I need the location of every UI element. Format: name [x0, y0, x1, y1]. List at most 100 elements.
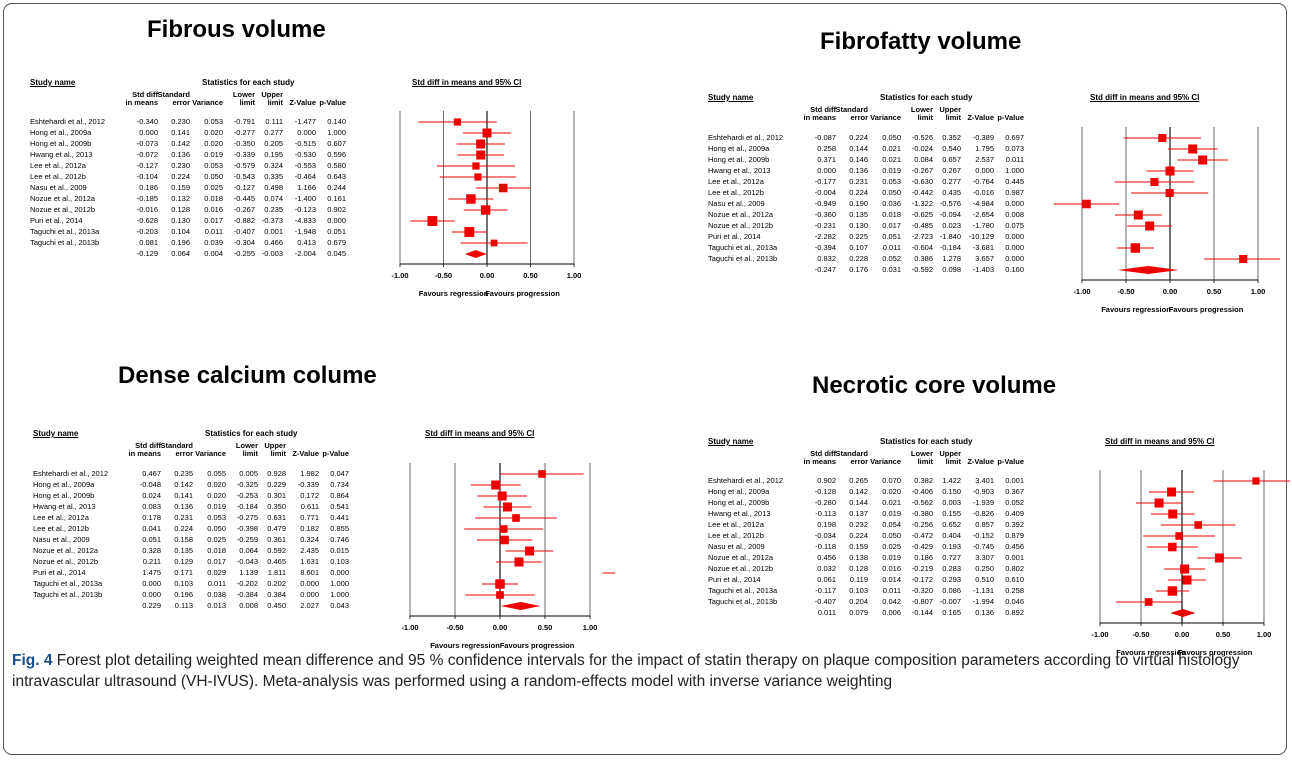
stat-cell: -0.445: [233, 194, 255, 203]
stat-cell: 0.144: [849, 144, 868, 153]
stat-cell: 0.019: [882, 553, 901, 562]
effect-marker: [1194, 521, 1203, 529]
stat-cell: 0.098: [942, 265, 961, 274]
stat-cell: 0.864: [330, 491, 349, 500]
stat-cell: -0.247: [814, 265, 836, 274]
stat-cell: 0.103: [849, 586, 868, 595]
plot-header: Std diff in means and 95% CI: [412, 78, 522, 87]
forest-plot: -1.00 -0.50 0.00 0.50 1.00 Favours regression…: [401, 463, 615, 650]
stat-cell: 0.225: [849, 232, 868, 241]
stat-cell: 0.301: [267, 491, 286, 500]
stat-cell: -0.024: [911, 144, 933, 153]
stat-cell: 0.051: [142, 535, 161, 544]
tick-label: -0.50: [1117, 287, 1134, 296]
stat-cell: 0.510: [975, 575, 994, 584]
effect-marker: [1165, 188, 1174, 198]
stat-cell: 0.652: [942, 520, 961, 529]
effect-marker: [464, 227, 475, 237]
stat-cell: 3.657: [975, 254, 994, 263]
tick-label: 1.00: [583, 623, 598, 632]
stat-cell: -0.113: [815, 509, 836, 518]
stat-cell: 0.051: [882, 232, 901, 241]
stat-cell: -0.117: [815, 586, 836, 595]
stat-cell: 0.004: [204, 249, 223, 258]
stat-cell: -0.267: [233, 205, 255, 214]
stat-cell: 0.607: [327, 139, 346, 148]
tick-label: 0.50: [1216, 630, 1231, 639]
stat-cell: 2.027: [300, 601, 319, 610]
tick-label: 1.00: [567, 271, 582, 280]
stat-cell: 0.231: [849, 177, 868, 186]
study-name: Puri et al., 2014: [33, 568, 86, 577]
stat-cell: 0.135: [849, 210, 868, 219]
stat-cell: -0.127: [136, 161, 158, 170]
stat-cell: -1.477: [294, 117, 316, 126]
stat-cell: 0.017: [882, 221, 901, 230]
stat-cell: 0.018: [882, 210, 901, 219]
column-header: Upper limit: [939, 105, 961, 122]
plot-header: Std diff in means and 95% CI: [1105, 437, 1215, 446]
stat-cell: 0.232: [849, 520, 868, 529]
effect-marker: [1239, 254, 1248, 264]
column-header: Lower limit: [910, 105, 933, 122]
stat-cell: 0.142: [174, 480, 193, 489]
column-header: Std diff in means: [803, 105, 836, 122]
stat-cell: 0.857: [975, 520, 994, 529]
stat-cell: -0.339: [233, 150, 255, 159]
stat-cell: 0.129: [174, 557, 193, 566]
stat-cell: -0.127: [233, 183, 255, 192]
statistics-header: Statistics for each study: [205, 429, 298, 438]
column-header: Z-Value: [292, 449, 319, 458]
study-name: Nozue et al., 2012b: [33, 557, 99, 566]
stat-cell: 0.176: [849, 265, 868, 274]
stat-cell: 0.000: [300, 579, 319, 588]
stat-cell: 0.104: [171, 227, 190, 236]
tick-label: -0.50: [435, 271, 452, 280]
stat-cell: 0.697: [1005, 133, 1024, 142]
study-name: Hwang et al., 2013: [30, 150, 93, 159]
stat-cell: -0.231: [814, 221, 836, 230]
column-header: Z-Value: [289, 98, 316, 107]
study-name: Eshtehardi et al., 2012: [708, 133, 784, 142]
effect-marker: [490, 239, 498, 247]
stat-cell: 1.795: [975, 144, 994, 153]
stat-cell: 0.171: [174, 568, 193, 577]
stat-cell: 0.003: [942, 498, 961, 507]
study-name: Lee et al., 2012b: [708, 188, 764, 197]
stat-cell: 0.142: [171, 139, 190, 148]
study-name: Hong et al., 2009b: [708, 155, 770, 164]
tick-label: 0.50: [523, 271, 538, 280]
effect-marker: [1154, 498, 1164, 508]
stat-cell: 0.293: [942, 575, 961, 584]
study-name: Lee et al., 2012b: [30, 172, 86, 181]
stat-cell: 0.382: [914, 476, 933, 485]
stat-cell: -1.400: [294, 194, 316, 203]
study-name: Taguchi et al., 2013a: [708, 243, 778, 252]
effect-marker: [1133, 210, 1143, 220]
column-header: Standard error: [157, 90, 190, 107]
stat-cell: 0.441: [330, 513, 349, 522]
stat-cell: 0.141: [174, 491, 193, 500]
stat-cell: 0.224: [174, 524, 193, 533]
stat-cell: 0.204: [849, 597, 868, 606]
stat-cell: 0.230: [171, 117, 190, 126]
stat-cell: 0.892: [1005, 608, 1024, 617]
stat-cell: 0.011: [1005, 155, 1024, 164]
stat-cell: 0.580: [327, 161, 346, 170]
plot-header: Std diff in means and 95% CI: [425, 429, 535, 438]
stat-cell: 0.596: [327, 150, 346, 159]
column-header: p-Value: [997, 113, 1024, 122]
study-name: Lee et al., 2012a: [30, 161, 86, 170]
stat-cell: -0.275: [236, 513, 258, 522]
study-name: Hong et al., 2009a: [33, 480, 95, 489]
effect-marker: [495, 579, 505, 589]
stat-cell: -0.592: [911, 265, 933, 274]
stat-cell: -0.526: [911, 133, 933, 142]
stat-cell: 0.324: [300, 535, 319, 544]
stat-cell: 0.392: [1005, 520, 1024, 529]
stat-cell: 0.005: [239, 469, 258, 478]
stat-cell: 0.136: [174, 502, 193, 511]
stat-cell: 0.000: [330, 568, 349, 577]
stat-cell: 0.137: [849, 509, 868, 518]
stat-cell: 0.016: [882, 564, 901, 573]
